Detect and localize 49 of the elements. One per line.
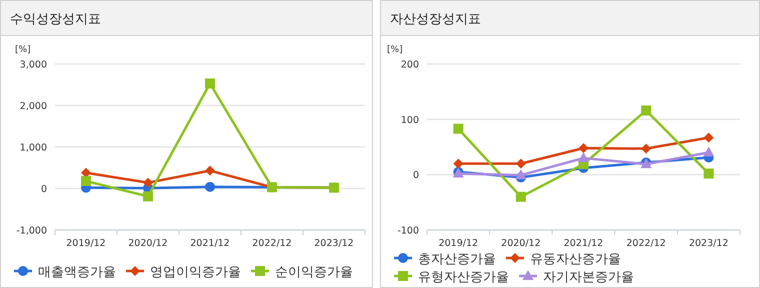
point bbox=[453, 124, 464, 134]
legend-label: 총자산증가율 bbox=[418, 252, 496, 267]
point bbox=[578, 143, 588, 154]
legend-label: 유형자산증가율 bbox=[418, 270, 509, 285]
chart-title: 자산성장성지표 bbox=[390, 12, 481, 27]
point bbox=[143, 178, 153, 188]
y-tick-label: 3,000 bbox=[20, 60, 47, 70]
point bbox=[578, 152, 589, 162]
point bbox=[704, 132, 714, 143]
legend-label: 자기자본증가율 bbox=[543, 270, 634, 285]
point bbox=[516, 158, 526, 169]
point bbox=[205, 78, 215, 89]
x-tick-label: 2021/12 bbox=[564, 238, 604, 249]
legend-label: 유동자산증가율 bbox=[530, 252, 621, 267]
x-tick-label: 2023/12 bbox=[314, 238, 354, 249]
point bbox=[515, 169, 526, 180]
x-tick-label: 2020/12 bbox=[128, 238, 168, 249]
x-tick-label: 2020/12 bbox=[501, 238, 541, 249]
x-tick-label: 2021/12 bbox=[190, 238, 230, 249]
point bbox=[516, 192, 526, 202]
x-tick-label: 2023/12 bbox=[688, 238, 728, 249]
legend-label: 영업이익증가율 bbox=[150, 265, 241, 280]
y-axis-title: [%] bbox=[387, 45, 403, 55]
y-tick-label: 2,000 bbox=[20, 101, 47, 112]
point bbox=[143, 191, 153, 202]
y-tick-label: -1,000 bbox=[16, 226, 47, 236]
legend-label: 매출액증가율 bbox=[38, 265, 116, 280]
point bbox=[205, 166, 215, 176]
y-tick-label: 0 bbox=[412, 170, 419, 182]
point bbox=[703, 146, 714, 157]
x-tick-label: 2019/12 bbox=[66, 238, 106, 249]
y-axis-title: [%] bbox=[15, 45, 31, 55]
point bbox=[641, 144, 652, 154]
y-tick-label: 1,000 bbox=[20, 142, 47, 154]
y-tick-label: 100 bbox=[400, 114, 419, 126]
point bbox=[641, 105, 652, 116]
point bbox=[81, 168, 91, 178]
y-tick-label: 200 bbox=[400, 60, 419, 70]
point bbox=[81, 176, 91, 186]
point bbox=[704, 168, 714, 179]
y-tick-label: 0 bbox=[40, 184, 47, 195]
x-tick-label: 2022/12 bbox=[252, 238, 292, 249]
point bbox=[205, 182, 215, 192]
x-tick-label: 2022/12 bbox=[626, 238, 666, 249]
point bbox=[453, 158, 464, 169]
legend-label: 순이익증가율 bbox=[275, 265, 353, 280]
chart-title: 수익성장성지표 bbox=[10, 12, 101, 27]
y-tick-label: -100 bbox=[397, 226, 419, 236]
x-tick-label: 2019/12 bbox=[438, 238, 478, 249]
